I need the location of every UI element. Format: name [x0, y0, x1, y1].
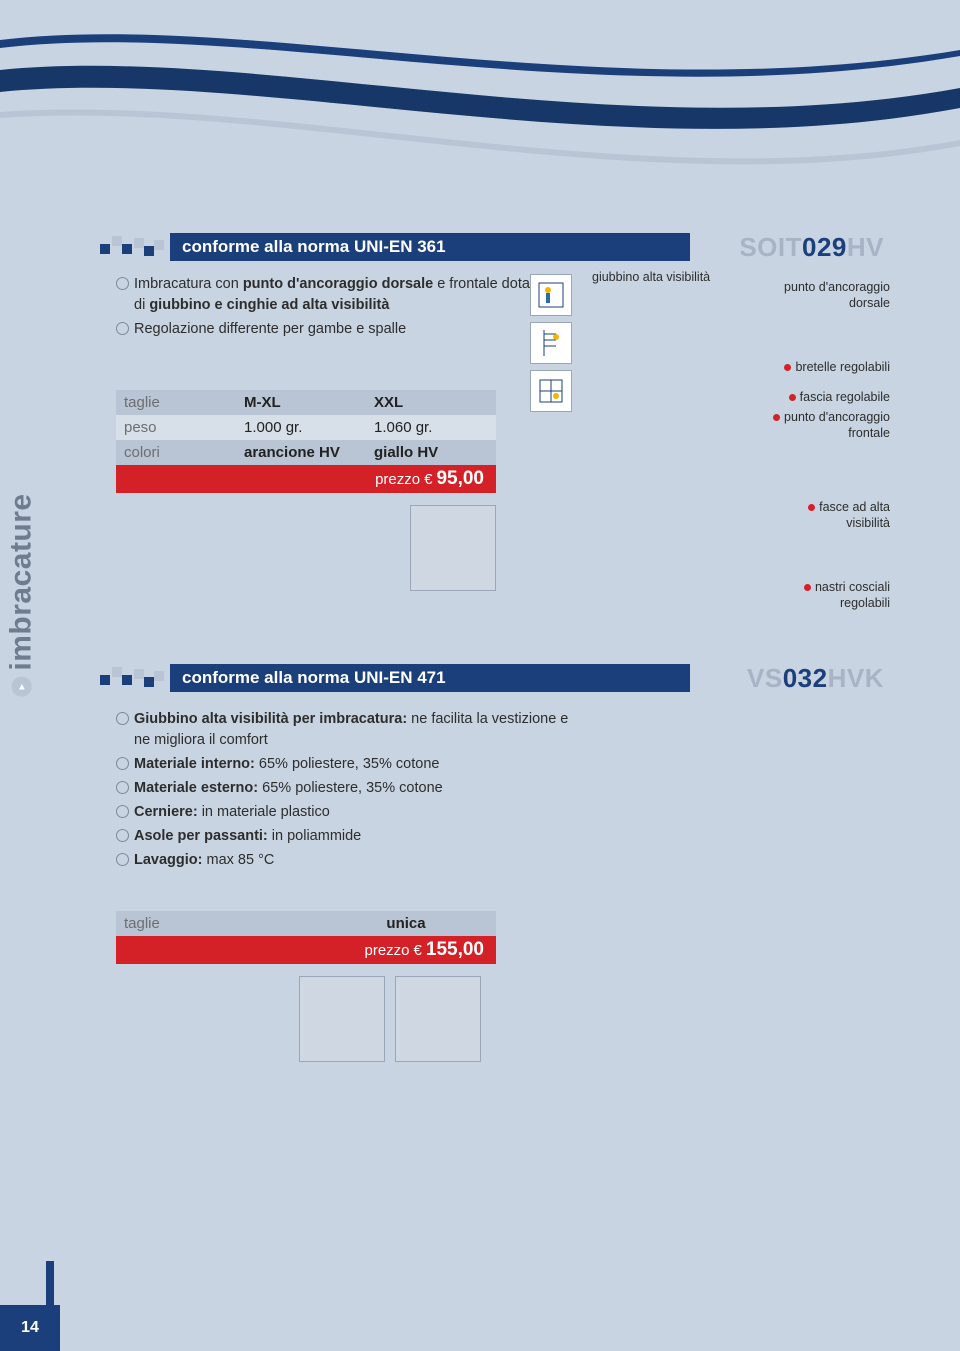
section1-price: prezzo € 95,00: [116, 465, 496, 493]
section1-swatches: [116, 505, 496, 591]
color-swatch: [410, 505, 496, 591]
usage-icon: [530, 274, 572, 316]
bullet-item: Materiale interno: 65% poliestere, 35% c…: [116, 754, 580, 775]
usage-icon: [530, 370, 572, 412]
section2-title-bar: conforme alla norma UNI-EN 471 VS032HVK: [100, 661, 890, 695]
bullet-item: Regolazione differente per gambe e spall…: [116, 319, 550, 340]
usage-icon: [530, 322, 572, 364]
bullet-item: Giubbino alta visibilità per imbracatura…: [116, 709, 580, 751]
section1-spec-table: taglie M-XL XXL peso 1.000 gr. 1.060 gr.…: [116, 390, 496, 493]
page-number: 14: [0, 1305, 60, 1351]
section1-bullets: Imbracatura con punto d'ancoraggio dorsa…: [100, 274, 550, 340]
section1-title-bar: conforme alla norma UNI-EN 361 SOIT029HV: [100, 230, 890, 264]
bullet-item: Cerniere: in materiale plastico: [116, 802, 580, 823]
section1-product-code: SOIT029HV: [690, 232, 890, 263]
bullet-item: Asole per passanti: in poliammide: [116, 826, 580, 847]
section2-price: prezzo € 155,00: [116, 936, 496, 964]
usage-icons: [530, 274, 572, 412]
sidebar-category-tab: ▸ imbracature: [0, 430, 44, 760]
bullet-item: Lavaggio: max 85 °C: [116, 850, 580, 871]
section1-callouts: giubbino alta visibilità punto d'ancorag…: [530, 274, 890, 591]
pixel-decoration: [100, 230, 170, 264]
section2-spec-table: taglie unica prezzo € 155,00: [116, 911, 496, 964]
sidebar-label: imbracature: [5, 493, 39, 670]
section2-bullets: Giubbino alta visibilità per imbracatura…: [100, 709, 580, 871]
section1-title: conforme alla norma UNI-EN 361: [170, 233, 690, 261]
bullet-item: Imbracatura con punto d'ancoraggio dorsa…: [116, 274, 550, 316]
color-swatch: [395, 976, 481, 1062]
color-swatch: [299, 976, 385, 1062]
section2-swatches: [200, 976, 580, 1062]
section2-title: conforme alla norma UNI-EN 471: [170, 664, 690, 692]
section2-product-code: VS032HVK: [690, 663, 890, 694]
header-swoosh: [0, 0, 960, 200]
pixel-decoration: [100, 661, 170, 695]
sidebar-icon: ▸: [12, 677, 32, 697]
bullet-item: Materiale esterno: 65% poliestere, 35% c…: [116, 778, 580, 799]
